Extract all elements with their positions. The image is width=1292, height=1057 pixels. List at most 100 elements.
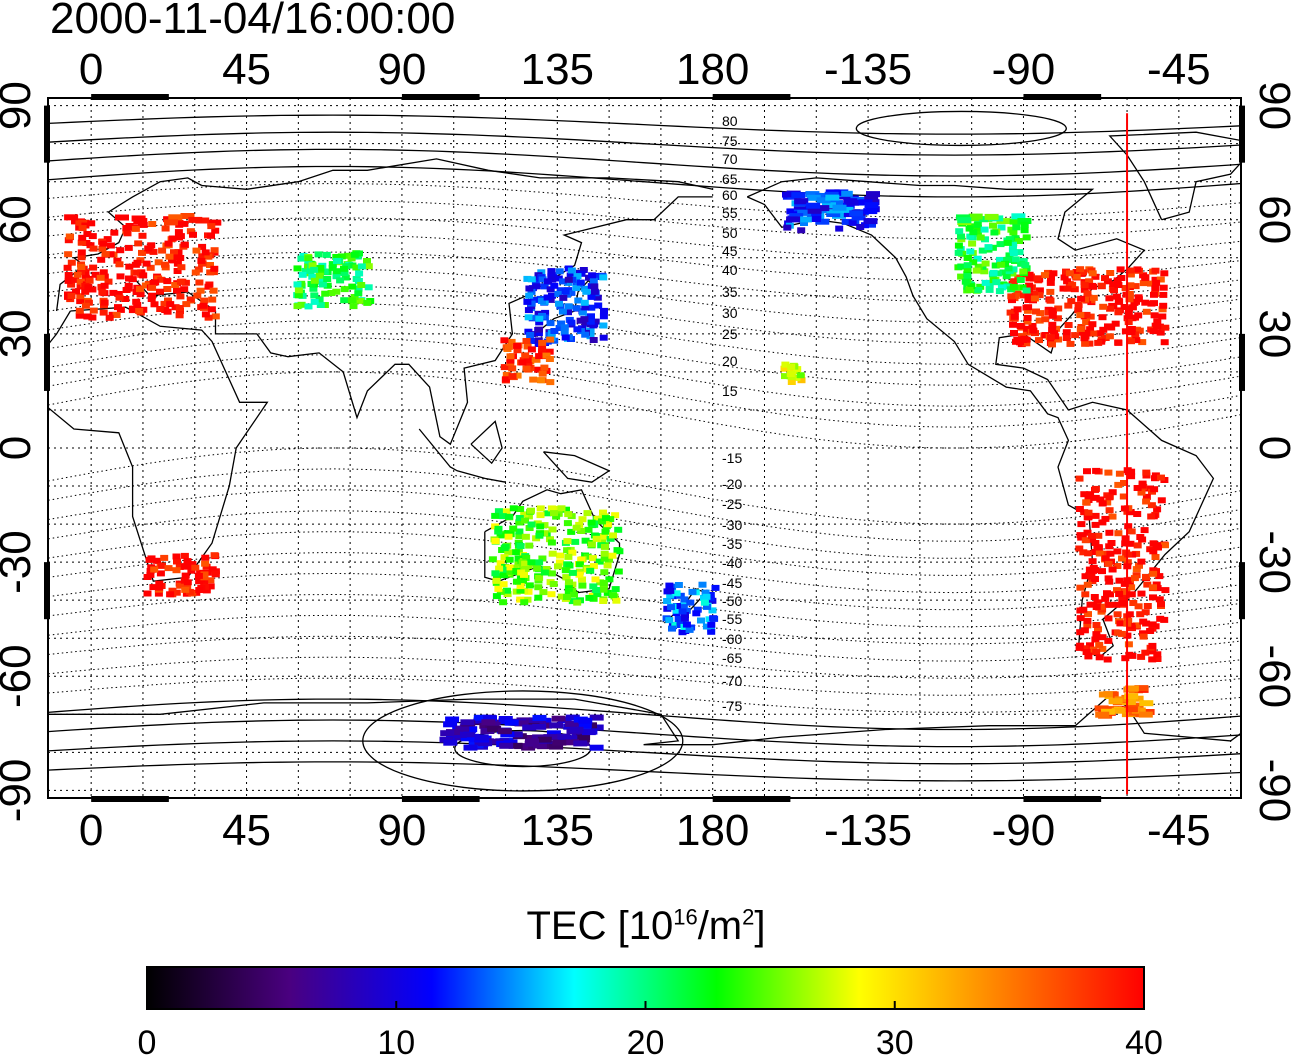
lon-tick-label-top: -90 — [992, 45, 1056, 94]
tec-cell — [158, 247, 167, 254]
tec-cell — [591, 318, 600, 325]
tec-cell — [782, 191, 796, 198]
tec-cell — [1075, 545, 1084, 552]
contour-line — [48, 320, 1241, 386]
tec-cell — [1036, 310, 1045, 317]
tec-cell — [794, 198, 809, 205]
tec-cell — [1105, 295, 1114, 302]
tec-cell — [807, 212, 822, 219]
tec-cell — [540, 283, 549, 290]
tec-cell — [1048, 321, 1057, 328]
tec-cell — [564, 720, 579, 727]
tec-cell — [1137, 590, 1146, 597]
tec-cell — [1104, 469, 1113, 476]
tec-cell — [984, 213, 999, 220]
tec-cell — [168, 257, 176, 264]
tec-cell — [195, 279, 204, 286]
tec-cell — [1063, 278, 1072, 285]
tec-cell — [542, 566, 551, 572]
tec-cell — [1161, 542, 1169, 549]
tec-cell — [115, 294, 124, 301]
tec-cell — [194, 572, 203, 579]
tec-cell — [173, 558, 181, 565]
tec-cell — [1046, 334, 1055, 341]
lon-tick-label-bottom: 0 — [79, 806, 103, 855]
tec-cell — [550, 328, 559, 334]
tec-cell — [180, 220, 189, 227]
tec-cell — [525, 292, 534, 299]
tec-cell — [954, 242, 963, 249]
tec-cell — [547, 570, 556, 577]
tec-cell — [845, 199, 860, 206]
tec-cell — [1135, 327, 1144, 334]
tec-cell — [499, 581, 508, 588]
frame-bar — [44, 333, 50, 391]
north-pole-contour — [855, 110, 1067, 147]
tec-cell — [83, 313, 92, 320]
tec-cell — [1076, 326, 1085, 332]
tec-cell — [503, 591, 512, 598]
contour-line — [48, 354, 1241, 428]
tec-cell — [1149, 594, 1157, 601]
tec-cell — [532, 356, 541, 363]
tec-cell — [1009, 250, 1018, 257]
tec-cell — [176, 233, 185, 240]
tec-cell — [81, 302, 90, 309]
tec-cell — [565, 714, 580, 721]
tec-cell — [552, 513, 561, 520]
tec-cell — [1158, 306, 1167, 313]
tec-cell — [506, 353, 515, 360]
tec-cell — [455, 725, 470, 732]
tec-cell — [1113, 548, 1122, 555]
contour-label: -40 — [722, 555, 742, 571]
tec-cell — [525, 285, 534, 292]
tec-cell — [614, 568, 623, 575]
tec-cell — [558, 308, 567, 315]
tec-cell — [1089, 294, 1098, 301]
axis-tick-labels: 0045459090135135180180-135-135-90-90-45-… — [0, 45, 1292, 855]
tec-cell — [540, 522, 549, 529]
tec-cell — [1148, 621, 1157, 628]
tec-cell — [989, 269, 998, 276]
tec-cell — [546, 286, 555, 293]
tec-cell — [494, 525, 503, 532]
tec-cell — [1010, 313, 1019, 320]
tec-cell — [583, 510, 592, 517]
colorbar-tick-label: 30 — [876, 1024, 914, 1057]
tec-cell — [587, 313, 595, 320]
tec-cell — [688, 588, 697, 595]
tec-cell — [143, 574, 152, 580]
tec-cell — [513, 342, 522, 349]
tec-cell — [538, 345, 547, 352]
tec-cell — [605, 576, 614, 583]
tec-cell — [1138, 711, 1153, 718]
tec-cell — [294, 292, 303, 299]
tec-cell — [163, 308, 172, 315]
tec-cell — [154, 590, 163, 597]
tec-cell — [550, 282, 559, 289]
contour-line — [48, 131, 1241, 156]
tec-cell — [1088, 270, 1097, 277]
tec-cell — [671, 621, 680, 628]
tec-cell — [173, 287, 181, 294]
tec-cell — [548, 292, 556, 299]
tec-cell — [572, 285, 581, 292]
tec-cell — [1153, 506, 1162, 513]
tec-cell — [77, 264, 86, 270]
tec-cell — [97, 256, 106, 263]
tec-cell — [969, 229, 978, 236]
tec-cell — [561, 288, 570, 295]
tec-cell — [578, 576, 586, 583]
tec-cell — [996, 256, 1004, 263]
tec-cell — [1108, 566, 1117, 573]
tec-cell — [678, 629, 687, 636]
tec-cell — [586, 318, 595, 325]
tec-cell — [529, 376, 538, 383]
tec-cell — [993, 270, 1002, 277]
tec-cell — [210, 552, 219, 559]
tec-cell — [1109, 281, 1118, 288]
tec-cell — [355, 270, 364, 277]
tec-cell — [542, 352, 551, 359]
tec-cell — [602, 515, 610, 522]
tec-cell — [1076, 266, 1085, 273]
